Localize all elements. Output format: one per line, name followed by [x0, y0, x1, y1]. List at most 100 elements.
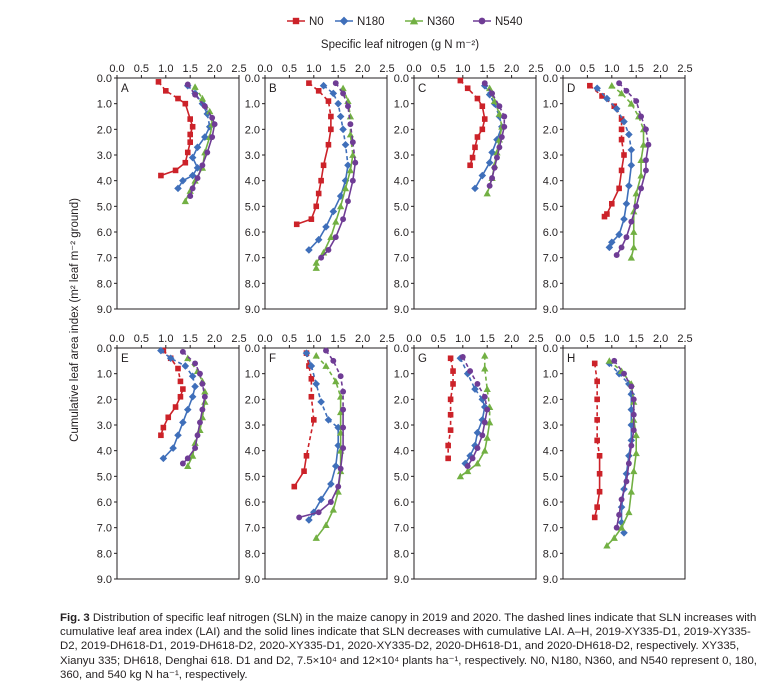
- y-tick-label: 6.0: [543, 497, 558, 509]
- x-tick-label: 0.5: [134, 63, 149, 75]
- y-tick-label: 7.0: [245, 253, 260, 265]
- y-tick-label: 1.0: [543, 369, 558, 381]
- data-point: [616, 511, 623, 518]
- data-point: [344, 97, 352, 105]
- y-tick-label: 8.0: [245, 278, 260, 290]
- data-point: [337, 373, 344, 380]
- data-point: [163, 88, 169, 94]
- plot-frame: [562, 77, 686, 310]
- y-tick-label: 5.0: [543, 471, 558, 483]
- data-point: [322, 362, 330, 369]
- data-point: [623, 234, 630, 241]
- x-tick-label: 2.5: [379, 333, 394, 345]
- x-tick-label: 0.0: [109, 333, 124, 345]
- data-point: [616, 185, 622, 192]
- plot-frame: [116, 347, 240, 580]
- data-point: [331, 462, 340, 470]
- data-point: [464, 467, 472, 475]
- data-point: [346, 130, 355, 138]
- data-point: [633, 203, 640, 210]
- data-point: [179, 348, 186, 355]
- series-line-dashed: [608, 360, 635, 403]
- data-point: [596, 453, 603, 459]
- data-point: [344, 161, 352, 170]
- data-point: [182, 159, 189, 166]
- caption-text: Distribution of specific leaf nitrogen (…: [60, 612, 757, 681]
- x-tick-label: 2.5: [528, 63, 543, 75]
- data-point: [473, 428, 482, 437]
- x-tick-label: 1.5: [331, 333, 346, 345]
- data-point: [481, 80, 488, 87]
- y-tick-label: 7.0: [394, 253, 409, 265]
- data-point: [325, 141, 332, 148]
- data-point: [291, 483, 298, 490]
- caption-label: Fig. 3: [60, 612, 90, 624]
- series-n360: [312, 352, 345, 541]
- data-point: [184, 81, 191, 88]
- panel-f: 0.0 0.5 1.0 1.5 2.0 2.5 0.0 1.0 2.0 3.0 4.0 5.0 6.0 7…: [245, 333, 395, 586]
- data-point: [312, 259, 320, 266]
- data-point: [633, 98, 640, 105]
- data-point: [340, 90, 347, 97]
- data-point: [307, 362, 316, 370]
- y-tick-label: 8.0: [543, 278, 558, 290]
- data-point: [349, 151, 357, 158]
- panels: 0.0 0.5 1.0 1.5 2.0 2.50.01.02.03.04.05.06.07…: [97, 63, 693, 586]
- series-line-dashed: [315, 355, 342, 398]
- data-point: [479, 103, 486, 110]
- data-point: [620, 215, 628, 223]
- data-point: [495, 110, 504, 117]
- y-tick-label: 3.0: [97, 150, 112, 162]
- x-tick-label: 0.5: [282, 63, 297, 75]
- data-point: [472, 144, 478, 151]
- data-point: [479, 432, 486, 439]
- x-tick-label: 2.0: [504, 63, 519, 75]
- data-point: [320, 162, 327, 169]
- y-tick-label: 2.0: [245, 394, 260, 406]
- data-point: [591, 360, 598, 367]
- y-tick-label: 3.0: [394, 420, 409, 432]
- series-n180: [456, 354, 489, 468]
- series-line-solid: [320, 162, 357, 259]
- data-point: [308, 216, 315, 222]
- y-tick-label: 0.0: [543, 343, 558, 355]
- data-point: [327, 480, 335, 488]
- y-tick-label: 1.0: [543, 99, 558, 111]
- data-point: [603, 541, 611, 549]
- data-point: [349, 177, 356, 184]
- data-point: [643, 167, 649, 174]
- data-point: [494, 154, 500, 161]
- data-point: [301, 468, 307, 474]
- data-point: [192, 360, 199, 367]
- data-point: [184, 455, 191, 462]
- data-point: [630, 207, 638, 215]
- y-tick-label: 1.0: [97, 99, 112, 111]
- data-point: [199, 380, 206, 387]
- legend-label-n180: N180: [357, 16, 385, 28]
- y-tick-label: 2.0: [97, 124, 112, 136]
- series-n540: [318, 80, 359, 261]
- data-point: [303, 453, 310, 459]
- data-point: [617, 89, 626, 97]
- data-point: [192, 445, 199, 452]
- data-point: [174, 184, 182, 193]
- x-tick-label: 1.0: [604, 333, 619, 345]
- data-point: [474, 95, 481, 102]
- series-line-dashed: [484, 85, 503, 127]
- x-tick-label: 0.0: [406, 333, 421, 345]
- y-tick-label: 8.0: [394, 548, 409, 560]
- y-tick-label: 3.0: [245, 420, 260, 432]
- data-point: [485, 158, 494, 167]
- series-n180: [593, 84, 636, 252]
- series-n540: [296, 347, 347, 521]
- data-point: [491, 164, 498, 171]
- data-point: [445, 442, 451, 449]
- data-point: [612, 105, 621, 113]
- data-point: [632, 189, 640, 197]
- panel-label: E: [121, 353, 129, 365]
- data-point: [486, 84, 494, 92]
- data-point: [467, 368, 474, 375]
- data-point: [466, 452, 474, 460]
- data-point: [608, 238, 616, 247]
- data-point: [305, 516, 313, 524]
